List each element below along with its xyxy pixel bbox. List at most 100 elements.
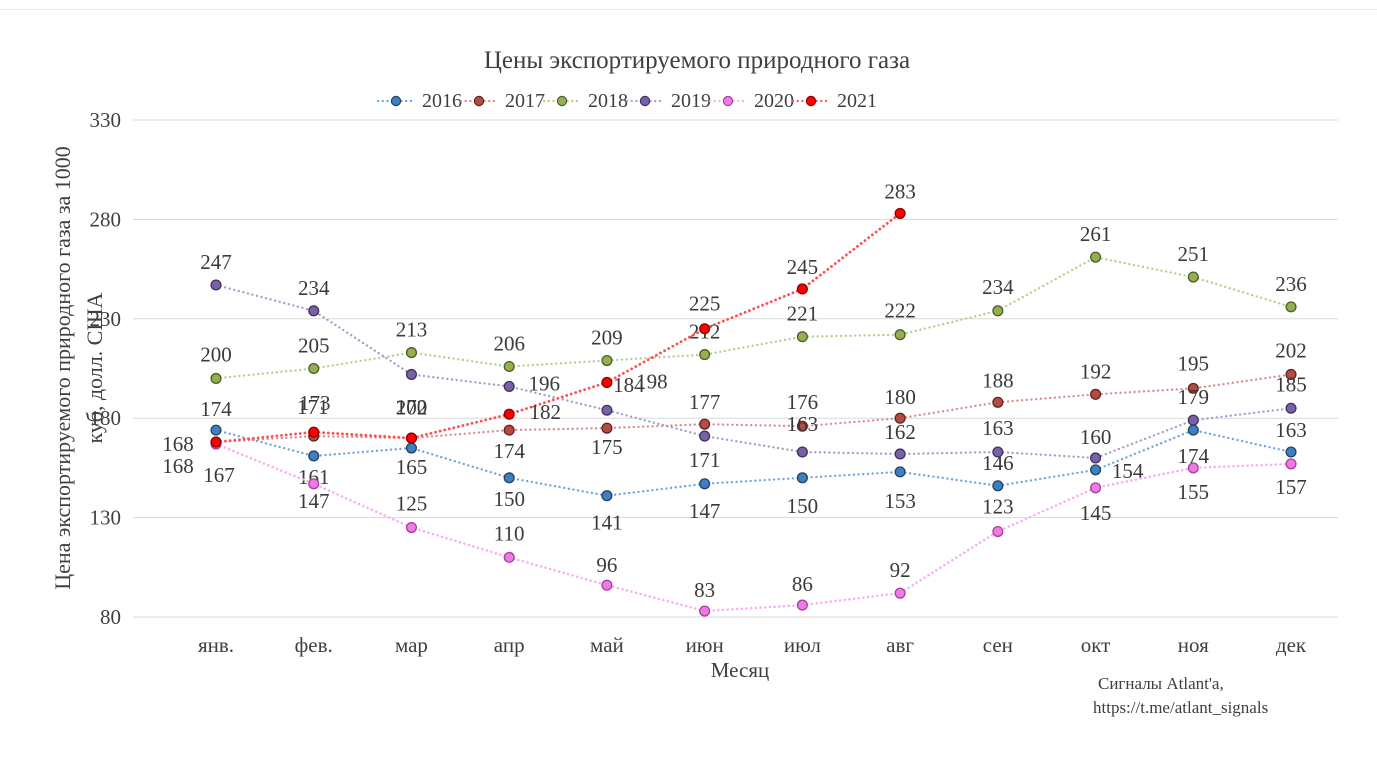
x-axis-title: Месяц xyxy=(711,658,769,682)
data-point-2017-4 xyxy=(503,424,515,436)
data-point-2021-3 xyxy=(405,432,418,444)
legend-marker-2018 xyxy=(556,95,568,107)
data-label-2018-2: 205 xyxy=(298,334,330,358)
data-point-2019-8 xyxy=(894,448,906,460)
legend-marker-2016 xyxy=(390,95,402,107)
data-label-2016-10: 154 xyxy=(1112,459,1144,483)
x-tick-label-11: ноя xyxy=(1178,633,1209,657)
data-label-2020-9: 123 xyxy=(982,495,1014,519)
series-line-2018 xyxy=(214,255,1293,380)
data-point-2020-3 xyxy=(405,521,418,534)
data-point-2019-11 xyxy=(1187,414,1199,426)
series-line-2017 xyxy=(214,373,1293,444)
legend-marker-2019 xyxy=(639,95,651,107)
y-tick-label-230: 230 xyxy=(90,307,122,331)
data-point-2020-12 xyxy=(1285,458,1297,470)
data-label-2018-5: 209 xyxy=(591,326,623,350)
data-label-2020-11: 155 xyxy=(1178,480,1210,504)
data-point-2018-12 xyxy=(1285,301,1297,313)
data-point-2016-4 xyxy=(503,472,515,484)
data-label-2016-1: 174 xyxy=(200,397,232,421)
data-label-2017-1: 168 xyxy=(162,454,194,478)
data-point-2020-9 xyxy=(992,525,1004,538)
x-tick-label-7: июл xyxy=(784,633,821,657)
data-point-2021-4 xyxy=(503,408,515,420)
x-tick-label-10: окт xyxy=(1081,633,1111,657)
data-label-2021-1: 168 xyxy=(162,432,194,456)
data-label-2021-4: 182 xyxy=(529,400,561,424)
data-point-2020-8 xyxy=(894,587,906,599)
data-point-2019-1 xyxy=(210,279,222,291)
x-tick-label-12: дек xyxy=(1276,633,1307,657)
data-point-2020-4 xyxy=(503,551,515,563)
data-label-2020-8: 92 xyxy=(890,558,911,582)
data-point-2016-7 xyxy=(796,472,808,484)
data-point-2018-3 xyxy=(405,347,418,359)
x-tick-label-3: мар xyxy=(395,633,428,657)
data-point-2019-2 xyxy=(308,305,320,317)
data-point-2019-10 xyxy=(1090,452,1102,464)
chart-title: Цены экспортируемого природного газа xyxy=(484,47,910,74)
data-point-2021-1 xyxy=(210,436,222,448)
data-label-2018-10: 261 xyxy=(1080,222,1112,246)
data-label-2021-6: 225 xyxy=(689,292,721,316)
data-label-2019-3: 202 xyxy=(396,395,428,419)
data-point-2016-10 xyxy=(1090,464,1102,476)
data-point-2019-5 xyxy=(601,404,613,416)
data-label-2021-8: 283 xyxy=(884,179,916,203)
data-label-2019-10: 160 xyxy=(1080,425,1112,449)
data-label-2017-10: 192 xyxy=(1080,359,1112,383)
series-line-2016 xyxy=(214,428,1293,497)
x-tick-label-9: сен xyxy=(983,633,1013,657)
data-point-2018-2 xyxy=(308,362,320,375)
data-label-2020-3: 125 xyxy=(396,492,428,516)
series-line-2021 xyxy=(214,212,902,444)
data-label-2018-12: 236 xyxy=(1275,272,1307,296)
data-label-2017-4: 174 xyxy=(493,439,525,463)
data-point-2017-5 xyxy=(601,422,613,434)
data-point-2020-2 xyxy=(308,478,320,490)
data-label-2017-5: 175 xyxy=(591,435,623,459)
legend-marker-2017 xyxy=(473,95,485,107)
data-label-2020-12: 157 xyxy=(1275,475,1307,499)
legend-label-2020: 2020 xyxy=(754,90,794,112)
footer-source-link[interactable]: https://t.me/atlant_signals xyxy=(1093,698,1268,717)
data-label-2019-4: 196 xyxy=(528,371,560,395)
data-point-2021-5 xyxy=(601,376,613,388)
top-separator-line xyxy=(0,9,1377,10)
y-tick-label-80: 80 xyxy=(100,605,121,629)
data-point-2018-6 xyxy=(699,349,711,361)
legend-marker-2020 xyxy=(722,95,734,107)
data-label-2020-7: 86 xyxy=(792,572,813,596)
legend-label-2016: 2016 xyxy=(422,90,462,112)
data-point-2017-8 xyxy=(894,412,906,424)
x-tick-label-5: май xyxy=(590,633,624,657)
data-label-2018-4: 206 xyxy=(493,332,525,356)
data-point-2019-4 xyxy=(503,380,515,392)
data-point-2016-9 xyxy=(992,480,1004,492)
data-label-2020-6: 83 xyxy=(694,578,715,602)
data-point-2021-8 xyxy=(894,207,906,219)
x-tick-label-8: авг xyxy=(886,633,914,657)
data-point-2018-10 xyxy=(1090,251,1102,263)
y-axis-title-line-1: Цена экспортируемого природного газа за … xyxy=(50,146,75,590)
data-label-2020-2: 147 xyxy=(298,489,330,513)
data-label-2018-9: 234 xyxy=(982,275,1014,299)
data-point-2020-6 xyxy=(699,605,711,617)
data-label-2017-7: 176 xyxy=(787,390,819,414)
data-point-2016-2 xyxy=(308,450,320,462)
data-point-2017-7 xyxy=(796,420,808,432)
data-label-2020-4: 110 xyxy=(494,521,525,545)
data-label-2019-9: 163 xyxy=(982,416,1014,440)
data-label-2019-12: 185 xyxy=(1275,372,1307,396)
data-point-2018-11 xyxy=(1187,271,1199,283)
data-label-2016-5: 141 xyxy=(591,511,623,535)
data-point-2020-11 xyxy=(1187,462,1199,474)
data-label-2019-6: 171 xyxy=(689,448,721,472)
data-label-2019-8: 162 xyxy=(884,420,916,444)
data-point-2017-12 xyxy=(1285,368,1297,381)
x-tick-label-2: фев. xyxy=(295,633,333,657)
footer-source-text: Сигналы Atlant'a, xyxy=(1098,674,1224,693)
legend-label-2019: 2019 xyxy=(671,90,711,112)
data-label-2018-3: 213 xyxy=(396,318,428,342)
